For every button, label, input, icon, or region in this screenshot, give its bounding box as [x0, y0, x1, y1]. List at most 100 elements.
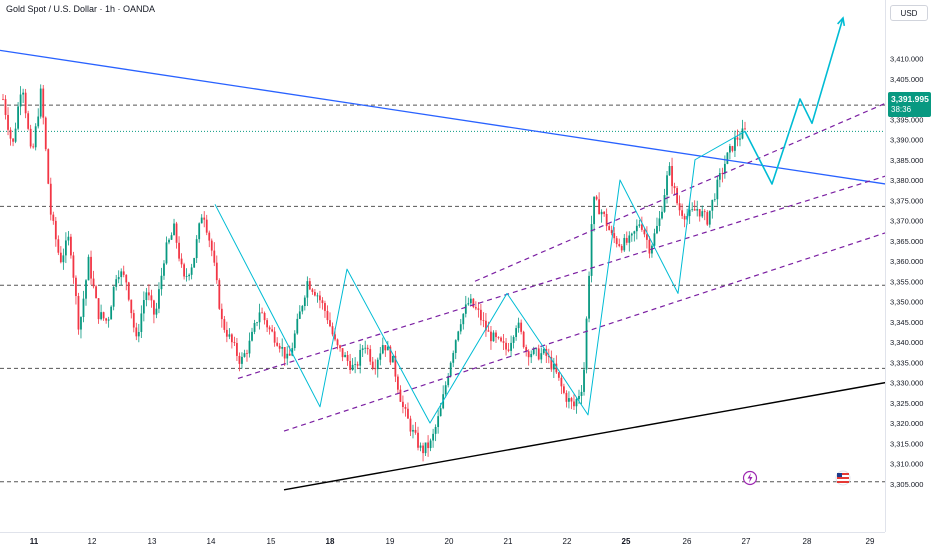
chart-title: Gold Spot / U.S. Dollar · 1h · OANDA: [6, 4, 156, 14]
candle-body: [515, 328, 518, 338]
candle-body: [241, 356, 243, 364]
candle-body: [386, 346, 389, 351]
lightning-icon[interactable]: [742, 470, 758, 486]
candle-body: [261, 312, 263, 314]
candle-body: [585, 318, 588, 370]
candle-body: [648, 239, 651, 254]
candle-body: [185, 276, 188, 277]
candle-body: [308, 281, 311, 290]
price-tick-label: 3,390.000: [890, 136, 923, 145]
candle-body: [341, 348, 344, 358]
candle-body: [12, 138, 14, 142]
candle-body: [193, 258, 196, 268]
candle-body: [497, 337, 500, 338]
candle-body: [82, 298, 85, 318]
candle-body: [676, 188, 678, 204]
candle-body: [87, 256, 90, 281]
candle-body: [266, 320, 269, 328]
candle-body: [452, 352, 455, 363]
candle-body: [135, 327, 138, 337]
candle-body: [505, 342, 507, 350]
candle-body: [356, 364, 359, 366]
candle-body: [256, 322, 258, 324]
candle-body: [4, 99, 7, 115]
candle-body: [273, 331, 276, 343]
price-tick-label: 3,410.000: [890, 55, 923, 64]
candle-body: [407, 408, 409, 419]
candle-body: [37, 116, 40, 127]
candle-body: [293, 333, 296, 349]
us-flag-icon[interactable]: [835, 470, 851, 486]
candle-body: [744, 128, 746, 130]
candle-body: [646, 234, 648, 240]
candle-body: [673, 186, 676, 189]
candle-body: [7, 114, 9, 130]
candle-body: [550, 357, 553, 370]
price-tick-label: 3,325.000: [890, 399, 923, 408]
candle-body: [525, 347, 528, 352]
candle-body: [223, 319, 226, 330]
descending-trendline: [0, 49, 887, 185]
price-axis[interactable]: 3,305.000 3,310.000 3,315.000 3,320.000 3,32…: [890, 55, 923, 489]
candle-body: [110, 306, 113, 320]
candle-body: [246, 353, 248, 354]
candle-body: [412, 429, 414, 432]
date-tick-label: 21: [504, 537, 513, 546]
candle-body: [698, 209, 701, 217]
candle-body: [713, 199, 716, 201]
candle-body: [64, 240, 67, 256]
candle-body: [718, 173, 721, 180]
candle-body: [57, 239, 60, 253]
candle-body: [321, 300, 324, 304]
candle-body: [70, 236, 72, 256]
candle-body: [301, 306, 304, 312]
date-tick-label: 14: [207, 537, 216, 546]
candle-body: [495, 332, 497, 338]
candle-body: [723, 163, 726, 174]
last-price-tag: 3,391.995 38:36: [888, 92, 931, 117]
date-tick-label: 19: [386, 537, 395, 546]
candle-body: [507, 349, 510, 351]
candle-body: [643, 229, 646, 235]
candle-body: [354, 364, 357, 366]
candle-body: [568, 398, 570, 402]
candle-body: [361, 348, 364, 350]
candle-body: [319, 295, 321, 301]
ascending-support-line: [283, 381, 887, 491]
candle-body: [225, 329, 228, 337]
candle-body: [324, 303, 326, 311]
candle-body: [683, 215, 686, 220]
candle-body: [384, 345, 387, 351]
candle-body: [693, 209, 696, 211]
time-axis[interactable]: 11 12 13 14 15 18 19 20 21 22 25 26 27 28 29: [30, 537, 875, 546]
currency-button[interactable]: USD: [890, 5, 928, 21]
candle-body: [595, 196, 598, 200]
candle-body: [168, 239, 170, 243]
candle-body: [678, 203, 681, 211]
candle-body: [557, 372, 560, 378]
candle-body: [9, 129, 12, 139]
candle-body: [447, 376, 450, 386]
candle-body: [205, 219, 208, 233]
candle-body: [188, 274, 191, 277]
last-price-value: 3,391.995: [891, 94, 929, 104]
candles: [2, 84, 746, 462]
candle-body: [75, 277, 77, 297]
candle-body: [555, 363, 558, 373]
candle-body: [271, 329, 274, 332]
candle-body: [457, 331, 460, 341]
candle-body: [532, 348, 535, 354]
candle-body: [366, 347, 369, 350]
candle-body: [210, 240, 213, 251]
date-tick-label: 27: [742, 537, 751, 546]
price-tick-label: 3,305.000: [890, 480, 923, 489]
candle-body: [485, 320, 487, 331]
candle-body: [666, 175, 668, 196]
candle-body: [696, 209, 699, 211]
candle-body: [537, 348, 540, 360]
candle-body: [708, 210, 711, 225]
candle-body: [346, 354, 349, 361]
candle-body: [671, 165, 673, 187]
